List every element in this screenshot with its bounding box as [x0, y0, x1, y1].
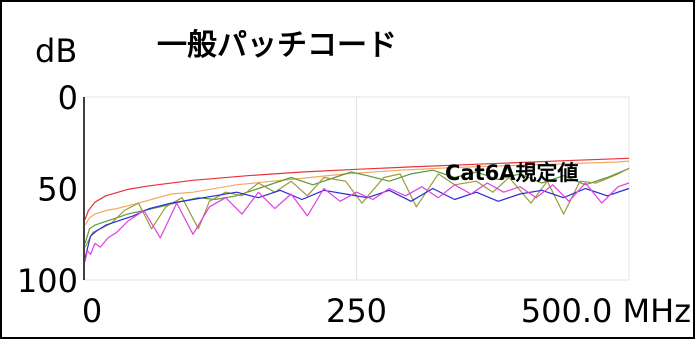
chart-title: 一般パッチコード	[157, 28, 397, 63]
series-line-green	[84, 167, 630, 244]
y-tick-label-0: 0	[58, 79, 78, 117]
series-layer	[84, 157, 630, 262]
series-line-limit	[84, 157, 630, 220]
x-tick-label-0: 0	[82, 292, 102, 330]
y-tick-label-50: 50	[37, 171, 78, 209]
series-line-magenta	[84, 182, 630, 262]
x-tick-label-1: 250	[326, 292, 387, 330]
limit-annotation: Cat6A規定値	[445, 161, 579, 185]
x-tick-label-2: 500.0 MHz	[521, 292, 691, 330]
series-line-blue	[84, 187, 630, 259]
series-line-olive	[84, 167, 630, 248]
y-axis-label: dB	[35, 32, 77, 70]
series-line-orange	[84, 160, 630, 226]
y-tick-label-100: 100	[17, 262, 78, 300]
plot-area	[83, 96, 630, 281]
